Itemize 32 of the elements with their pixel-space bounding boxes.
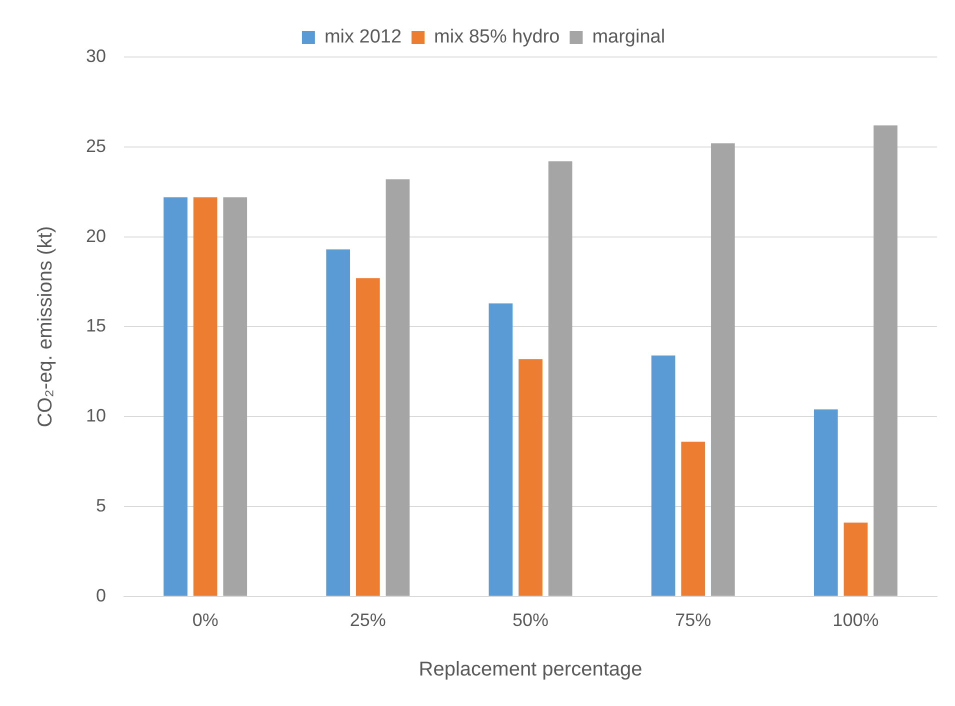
bar [874, 125, 898, 596]
y-tick-label: 25 [86, 136, 106, 156]
y-tick-label: 20 [86, 226, 106, 246]
bar [681, 442, 706, 596]
y-tick-label: 15 [86, 316, 106, 336]
bar [548, 161, 572, 596]
x-tick-label: 0% [192, 610, 218, 630]
bar [386, 179, 410, 596]
y-tick-label: 0 [96, 585, 106, 606]
x-tick-label: 100% [832, 610, 879, 630]
bar [814, 409, 838, 596]
x-tick-label: 75% [675, 610, 712, 630]
y-tick-label: 10 [86, 406, 106, 426]
bar [518, 359, 542, 596]
x-axis-title: Replacement percentage [418, 658, 642, 681]
y-axis-title: CO₂-eq. emissions (kt) [34, 226, 57, 428]
y-tick-label: 5 [96, 495, 106, 516]
bar [844, 522, 868, 596]
legend-label: marginal [592, 26, 666, 48]
bar [193, 197, 218, 596]
bar [651, 355, 676, 596]
bar [164, 197, 188, 596]
y-tick-label: 30 [86, 46, 106, 66]
bar [223, 197, 248, 596]
legend-label: mix 2012 [324, 26, 402, 48]
x-tick-label: 25% [350, 610, 386, 630]
bar [488, 303, 513, 596]
legend-label: mix 85% hydro [434, 26, 560, 48]
bar [326, 249, 350, 596]
x-tick-label: 50% [512, 610, 549, 630]
bar [356, 278, 380, 596]
bar [710, 143, 735, 596]
